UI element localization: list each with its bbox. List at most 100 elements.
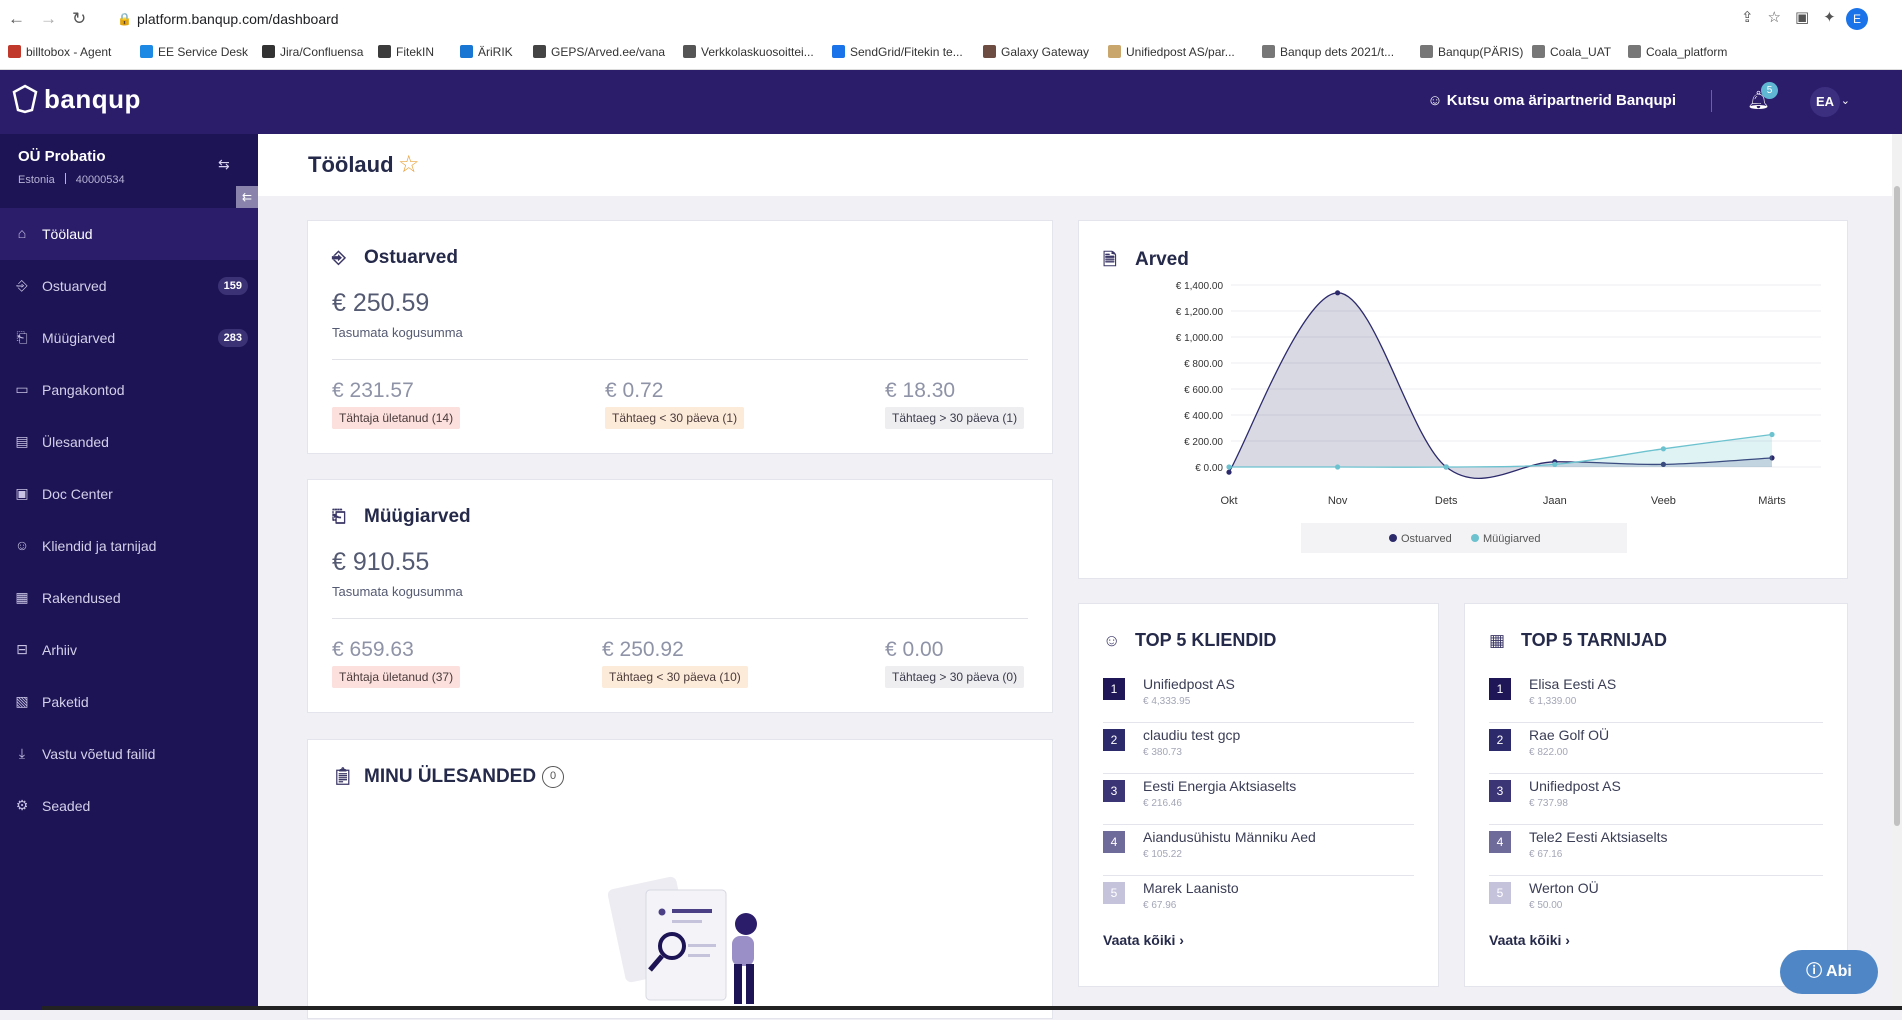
forward-icon[interactable]: → <box>40 9 57 28</box>
bookmark-icon <box>1628 45 1641 58</box>
supplier-row[interactable]: 1 Elisa Eesti AS € 1,339.00 <box>1489 672 1823 723</box>
purchase-invoices-title: Ostuarved <box>364 247 458 268</box>
purchase-overdue-tag[interactable]: Tähtaja ületanud (14) <box>332 407 461 429</box>
help-button[interactable]: ⓘ Abi <box>1780 950 1878 994</box>
x-tick-label: Okt <box>1220 495 1237 507</box>
sidebar-item-label: Rakendused <box>42 590 121 606</box>
bookmark-label: Verkkolaskuosoittei... <box>701 45 814 59</box>
purchase-invoice-icon: ⎆ <box>16 277 28 293</box>
sales-due-soon-tag[interactable]: Tähtaeg < 30 päeva (10) <box>602 666 748 688</box>
doc-center-icon: ▣ <box>15 485 29 501</box>
sidebar-item-ülesanded[interactable]: ▤ Ülesanded <box>0 416 258 468</box>
rank-badge: 1 <box>1103 678 1125 700</box>
client-name: Marek Laanisto <box>1143 880 1239 896</box>
sidebar-item-pangakontod[interactable]: ▭ Pangakontod <box>0 364 258 416</box>
bookmark-item[interactable]: Coala_UAT <box>1532 45 1611 59</box>
sales-overdue-tag[interactable]: Tähtaja ületanud (37) <box>332 666 461 688</box>
address-bar-row: ← → ↻ 🔒 platform.banqup.com/dashboard ⇪☆… <box>0 0 1902 38</box>
browser-toolbar-icons[interactable]: ⇪☆▣✦▯ <box>1740 9 1872 26</box>
scrollbar-thumb[interactable] <box>1894 186 1900 826</box>
favorite-star-icon[interactable]: ☆ <box>398 151 420 178</box>
reload-icon[interactable]: ↻ <box>72 9 87 28</box>
bookmark-item[interactable]: Verkkolaskuosoittei... <box>683 45 814 59</box>
people-icon: ☺ <box>1103 631 1121 650</box>
my-tasks-title: MINU ÜLESANDED <box>364 766 537 787</box>
bookmark-item[interactable]: EE Service Desk <box>140 45 248 59</box>
supplier-row[interactable]: 4 Tele2 Eesti Aktsiaselts € 67.16 <box>1489 825 1823 876</box>
bookmark-item[interactable]: FitekIN <box>378 45 434 59</box>
client-value: € 67.96 <box>1143 900 1177 911</box>
my-tasks-heading: 📋︎ MINU ÜLESANDED <box>332 766 536 788</box>
apps-icon: ▦ <box>15 589 29 605</box>
bookmark-item[interactable]: Galaxy Gateway <box>983 45 1089 59</box>
sales-invoices-heading[interactable]: ⎗ Müügiarved <box>332 506 471 528</box>
collapse-sidebar-icon[interactable]: ⇇ <box>236 186 258 208</box>
sidebar-item-kliendid-ja-tarnijad[interactable]: ☺ Kliendid ja tarnijad <box>0 520 258 572</box>
count-badge: 283 <box>217 329 248 347</box>
sidebar-item-ostuarved[interactable]: ⎆ Ostuarved 159 <box>0 260 258 312</box>
see-all-clients-link[interactable]: Vaata kõiki › <box>1103 932 1184 948</box>
document-icon: 🗎︎ <box>1103 250 1117 269</box>
divider <box>1711 90 1712 112</box>
bookmark-label: Unifiedpost AS/par... <box>1126 45 1235 59</box>
sidebar-item-seaded[interactable]: ⚙ Seaded <box>0 780 258 832</box>
bookmark-item[interactable]: Banqup dets 2021/t... <box>1262 45 1394 59</box>
url-field[interactable]: 🔒 platform.banqup.com/dashboard <box>113 5 1893 33</box>
client-row[interactable]: 1 Unifiedpost AS € 4,333.95 <box>1103 672 1414 723</box>
sidebar-item-vastu-võetud-failid[interactable]: ⤓ Vastu võetud failid <box>0 728 258 780</box>
bookmark-icon <box>533 45 546 58</box>
clipboard-icon: ▤ <box>15 433 29 449</box>
sidebar-item-arhiiv[interactable]: ⊟ Arhiiv <box>0 624 258 676</box>
client-row[interactable]: 2 claudiu test gcp € 380.73 <box>1103 723 1414 774</box>
sidebar-item-paketid[interactable]: ▧ Paketid <box>0 676 258 728</box>
supplier-row[interactable]: 5 Werton OÜ € 50.00 <box>1489 876 1823 927</box>
rank-badge: 5 <box>1103 882 1125 904</box>
invoices-chart-heading: 🗎︎ Arved <box>1103 247 1189 276</box>
sales-due-later-tag[interactable]: Tähtaeg > 30 päeva (0) <box>885 666 1025 688</box>
sidebar-item-doc-center[interactable]: ▣ Doc Center <box>0 468 258 520</box>
sidebar-item-label: Paketid <box>42 694 89 710</box>
top-suppliers-heading: ▦ TOP 5 TARNIJAD <box>1489 630 1667 651</box>
bookmark-item[interactable]: Coala_platform <box>1628 45 1727 59</box>
switch-company-icon[interactable]: ⇆ <box>218 156 230 172</box>
sidebar-item-label: Vastu võetud failid <box>42 746 156 762</box>
supplier-row[interactable]: 2 Rae Golf OÜ € 822.00 <box>1489 723 1823 774</box>
invite-partners-button[interactable]: ☺ Kutsu oma äripartnerid Banqupi <box>1427 92 1676 109</box>
purchase-due-soon-tag[interactable]: Tähtaeg < 30 päeva (1) <box>605 407 745 429</box>
user-avatar[interactable]: EA <box>1810 87 1840 117</box>
sidebar-item-töölaud[interactable]: ⌂ Töölaud <box>0 208 258 260</box>
bookmark-item[interactable]: SendGrid/Fitekin te... <box>832 45 963 59</box>
y-tick-label: € 0.00 <box>1195 463 1223 474</box>
bookmark-item[interactable]: Jira/Confluensa <box>262 45 363 59</box>
bookmark-item[interactable]: Unifiedpost AS/par... <box>1108 45 1235 59</box>
sidebar-item-rakendused[interactable]: ▦ Rakendused <box>0 572 258 624</box>
bookmark-item[interactable]: GEPS/Arved.ee/vana <box>533 45 665 59</box>
data-point <box>1335 290 1341 296</box>
bookmark-label: Coala_platform <box>1646 45 1728 59</box>
client-row[interactable]: 3 Eesti Energia Aktsiaselts € 216.46 <box>1103 774 1414 825</box>
bookmark-label: Jira/Confluensa <box>280 45 364 59</box>
rank-badge: 3 <box>1103 780 1125 802</box>
divider <box>332 618 1028 619</box>
page-scrollbar[interactable] <box>1892 134 1902 1010</box>
my-tasks-card: 📋︎ MINU ÜLESANDED 0 <box>307 739 1053 1019</box>
bookmark-item[interactable]: Banqup(PÄRIS) <box>1420 45 1523 59</box>
back-icon[interactable]: ← <box>8 9 25 28</box>
client-row[interactable]: 5 Marek Laanisto € 67.96 <box>1103 876 1414 927</box>
bottom-edge <box>42 1006 1902 1010</box>
see-all-suppliers-link[interactable]: Vaata kõiki › <box>1489 932 1570 948</box>
client-row[interactable]: 4 Aiandusühistu Männiku Aed € 105.22 <box>1103 825 1414 876</box>
purchase-due-later-tag[interactable]: Tähtaeg > 30 päeva (1) <box>885 407 1025 429</box>
home-icon: ⌂ <box>17 225 27 241</box>
profile-avatar[interactable]: E <box>1846 8 1868 30</box>
purchase-invoices-heading[interactable]: ⎆ Ostuarved <box>332 247 458 269</box>
bookmark-item[interactable]: billtobox - Agent <box>8 45 111 59</box>
sidebar-item-label: Pangakontod <box>42 382 125 398</box>
bookmark-item[interactable]: ÄriRIK <box>460 45 513 59</box>
chevron-down-icon[interactable]: ⌄ <box>1840 95 1850 107</box>
supplier-row[interactable]: 3 Unifiedpost AS € 737.98 <box>1489 774 1823 825</box>
sidebar-item-müügiarved[interactable]: ⎗ Müügiarved 283 <box>0 312 258 364</box>
supplier-value: € 822.00 <box>1529 747 1568 758</box>
purchase-invoices-card: ⎆ Ostuarved € 250.59 Tasumata kogusumma €… <box>307 220 1053 454</box>
banqup-logo[interactable]: banqup <box>12 84 141 115</box>
